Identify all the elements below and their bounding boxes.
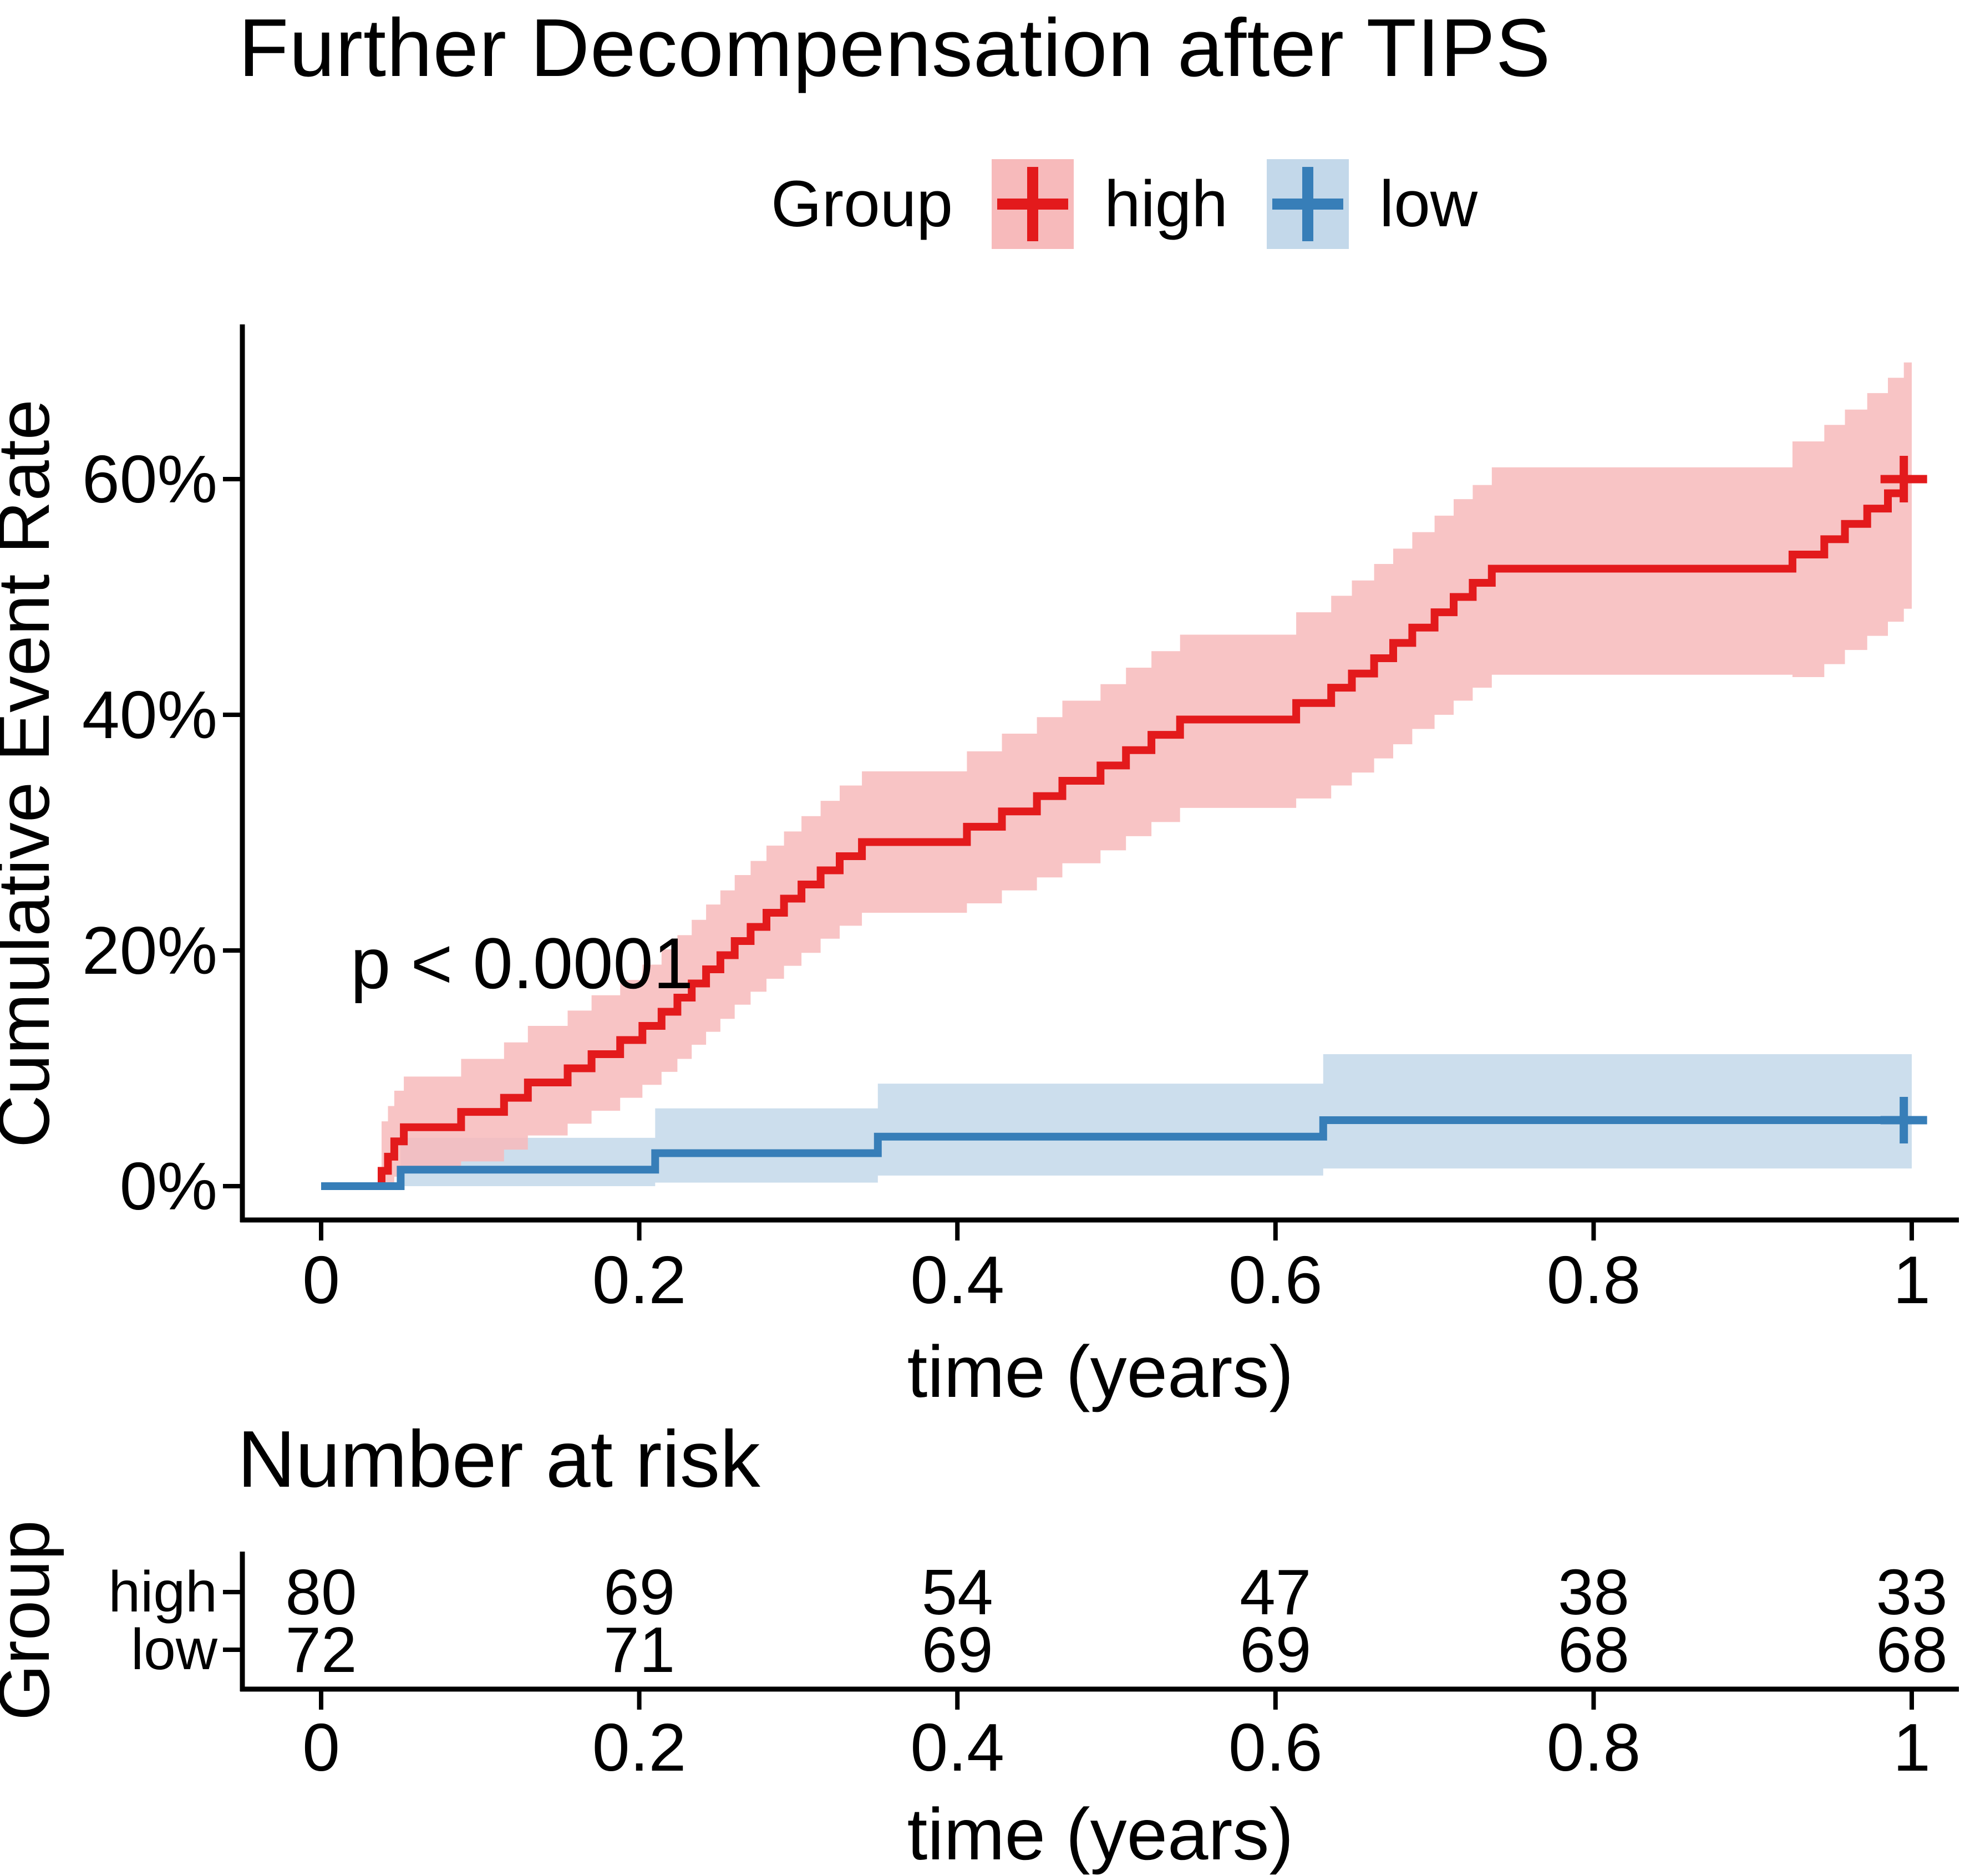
- risk-count: 33: [1876, 1556, 1947, 1628]
- x-tick-label: 1: [1893, 1242, 1931, 1318]
- risk-row-label-low: low: [131, 1618, 218, 1682]
- risk-count: 69: [1240, 1614, 1311, 1686]
- low-curve: [321, 1116, 1912, 1190]
- y-tick-label: 20%: [82, 913, 217, 988]
- risk-table-title: Number at risk: [237, 1414, 760, 1504]
- legend-key-high: [991, 159, 1074, 249]
- high-curve: [321, 475, 1912, 1190]
- plus-censor-icon: [997, 167, 1068, 241]
- x-tick-label: 0.4: [910, 1242, 1004, 1318]
- risk-x-tick-label: 1: [1893, 1710, 1931, 1785]
- y-axis-title: Cumulative Event Rate: [0, 399, 64, 1148]
- x-axis-ticks: 0 0.2 0.4 0.6 0.8 1: [302, 1220, 1931, 1318]
- legend-label-high: high: [1104, 167, 1228, 241]
- p-value-annotation: p < 0.0001: [351, 923, 694, 1004]
- legend-label-low: low: [1379, 167, 1478, 241]
- chart-title: Further Decompensation after TIPS: [238, 2, 1551, 94]
- risk-count: 47: [1240, 1556, 1311, 1628]
- risk-count: 72: [285, 1614, 357, 1686]
- x-tick-label: 0.2: [592, 1242, 687, 1318]
- x-tick-label: 0.6: [1228, 1242, 1323, 1318]
- survival-curves: [321, 475, 1912, 1190]
- x-tick-label: 0.8: [1547, 1242, 1641, 1318]
- plus-censor-icon: [1272, 167, 1344, 241]
- risk-x-tick-label: 0.2: [592, 1710, 687, 1785]
- y-tick-label: 0%: [120, 1148, 217, 1224]
- risk-count: 69: [603, 1556, 675, 1628]
- risk-x-tick-label: 0.6: [1228, 1710, 1323, 1785]
- risk-count: 68: [1558, 1614, 1629, 1686]
- risk-row-label-high: high: [108, 1560, 217, 1624]
- x-axis-title-risk: time (years): [907, 1793, 1294, 1875]
- risk-count: 71: [603, 1614, 675, 1686]
- x-tick-label: 0: [302, 1242, 340, 1318]
- legend-key-low: [1267, 159, 1349, 249]
- risk-count: 38: [1558, 1556, 1629, 1628]
- axes: [240, 324, 1959, 1223]
- legend: Group high low: [771, 149, 1477, 260]
- y-tick-label: 40%: [82, 677, 217, 753]
- risk-count: 68: [1876, 1614, 1947, 1686]
- y-tick-label: 60%: [82, 441, 217, 517]
- censor-marks: [1880, 456, 1927, 1143]
- risk-count: 54: [922, 1556, 993, 1628]
- legend-item-low: low: [1267, 159, 1477, 249]
- x-axis-title-main: time (years): [907, 1331, 1294, 1412]
- risk-count: 80: [285, 1556, 357, 1628]
- y-axis-ticks: 0% 20% 40% 60%: [82, 441, 242, 1224]
- legend-title: Group: [771, 167, 953, 241]
- risk-group-axis-label: Group: [0, 1520, 64, 1720]
- risk-x-tick-label: 0.4: [910, 1710, 1004, 1785]
- legend-item-high: high: [991, 159, 1228, 249]
- risk-x-tick-label: 0: [302, 1710, 340, 1785]
- confidence-bands: [321, 362, 1912, 1186]
- risk-x-tick-label: 0.8: [1547, 1710, 1641, 1785]
- risk-count: 69: [922, 1614, 993, 1686]
